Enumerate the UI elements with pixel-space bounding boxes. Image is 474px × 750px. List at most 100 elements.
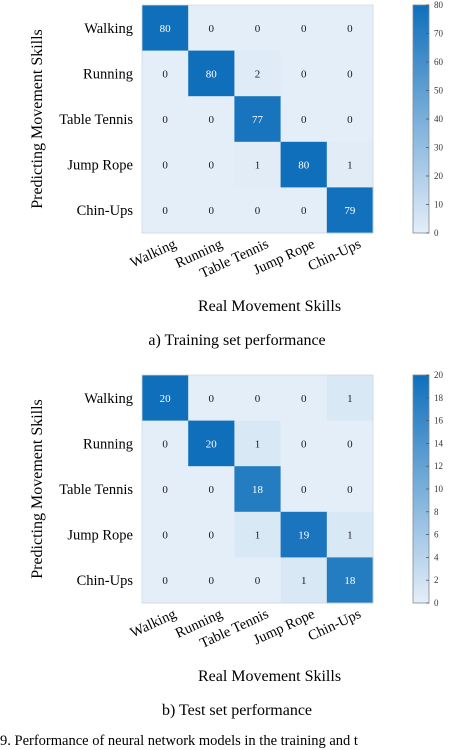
cell-value-label: 1 xyxy=(347,160,353,172)
colorbar-tick-label: 30 xyxy=(434,143,444,153)
cell-value-label: 0 xyxy=(347,68,353,80)
cell-value-label: 0 xyxy=(347,23,353,35)
cell-value-label: 0 xyxy=(255,575,261,587)
heatmap-cell xyxy=(326,420,374,467)
heatmap-cell xyxy=(142,50,189,97)
cell-value-label: 18 xyxy=(252,484,264,496)
heatmap-cell xyxy=(142,466,189,513)
heatmap-cell xyxy=(234,187,281,234)
heatmap-cell xyxy=(188,5,235,51)
heatmap-cell xyxy=(280,557,328,604)
heatmap-cell xyxy=(142,141,189,188)
x-tick-label: Walking xyxy=(128,606,179,641)
cell-value-label: 19 xyxy=(298,530,310,542)
cell-value-label: 0 xyxy=(162,160,168,172)
heatmap-cell xyxy=(234,420,281,467)
y-tick-label: Jump Rope xyxy=(67,528,133,544)
heatmap-cell xyxy=(234,375,281,421)
heatmap-cell xyxy=(280,466,328,513)
cell-value-label: 1 xyxy=(255,530,261,542)
x-tick-label: Walking xyxy=(128,236,179,271)
cell-value-label: 0 xyxy=(162,114,168,126)
cell-value-label: 0 xyxy=(301,68,307,80)
cell-value-label: 79 xyxy=(344,205,356,217)
y-axis-title: Predicting Movement Skills xyxy=(29,29,46,209)
y-tick-label: Running xyxy=(83,66,133,82)
colorbar-tick-label: 10 xyxy=(434,200,444,210)
cell-value-label: 2 xyxy=(255,68,261,80)
colorbar-tick-label: 40 xyxy=(434,114,444,124)
colorbar-tick-label: 2 xyxy=(434,575,439,585)
colorbar-tick-label: 12 xyxy=(434,461,443,471)
heatmap-cell xyxy=(188,420,235,467)
heatmap-cell xyxy=(142,375,189,421)
heatmap-cell xyxy=(326,50,374,97)
heatmap-cell xyxy=(142,5,189,51)
cell-value-label: 0 xyxy=(209,23,215,35)
cell-value-label: 0 xyxy=(209,114,215,126)
heatmap-cell xyxy=(142,511,189,558)
heatmap-cell xyxy=(234,96,281,143)
cell-value-label: 18 xyxy=(344,575,356,587)
cell-value-label: 0 xyxy=(209,484,215,496)
cell-value-label: 0 xyxy=(162,68,168,80)
colorbar-tick-label: 10 xyxy=(434,484,444,494)
heatmap-cell xyxy=(188,50,235,97)
colorbar-tick-label: 70 xyxy=(434,29,444,39)
heatmap-cell xyxy=(326,96,374,143)
x-tick-label: Chin-Ups xyxy=(306,606,364,644)
cell-value-label: 0 xyxy=(209,205,215,217)
heatmap-cell xyxy=(280,50,328,97)
cell-value-label: 0 xyxy=(162,484,168,496)
colorbar-tick-label: 8 xyxy=(434,507,439,517)
y-tick-label: Walking xyxy=(84,21,133,37)
y-tick-label: Chin-Ups xyxy=(77,203,134,219)
heatmap-cell xyxy=(326,466,374,513)
chart-a-caption: a) Training set performance xyxy=(148,332,326,349)
x-tick-label: Chin-Ups xyxy=(306,236,364,274)
x-axis-title: Real Movement Skills xyxy=(198,298,341,315)
cell-value-label: 0 xyxy=(209,530,215,542)
cell-value-label: 0 xyxy=(162,438,168,450)
cell-value-label: 77 xyxy=(252,114,264,126)
heatmap-cell xyxy=(188,141,235,188)
cell-value-label: 0 xyxy=(255,393,261,405)
test-confusion-matrix: 20 0 0 0 10 20 1 0 00 0 18 0 00 0 1 19 10 0 0 1 18WalkingRun… xyxy=(29,370,444,685)
colorbar-tick-label: 0 xyxy=(434,598,439,608)
heatmap-cell xyxy=(234,511,281,558)
plot-frame xyxy=(141,374,374,604)
cell-value-label: 1 xyxy=(301,575,307,587)
y-tick-label: Table Tennis xyxy=(59,482,133,498)
heatmap-cell xyxy=(234,5,281,51)
heatmap-cell xyxy=(280,141,328,188)
training-confusion-matrix: 80 0 0 0 00 80 2 0 00 0 77 0 00 0 1 80 10 0 0 0 79WalkingRun… xyxy=(29,0,444,315)
heatmap-cell xyxy=(142,187,189,234)
chart-b-caption: b) Test set performance xyxy=(161,702,313,719)
heatmap-cell xyxy=(188,375,235,421)
plot-frame xyxy=(141,4,374,234)
cell-value-label: 1 xyxy=(255,160,261,172)
cell-value-label: 0 xyxy=(301,23,307,35)
cell-value-label: 0 xyxy=(301,205,307,217)
heatmap-cell xyxy=(280,96,328,143)
cell-value-label: 0 xyxy=(209,393,215,405)
heatmap-cell xyxy=(326,375,374,421)
cell-value-label: 0 xyxy=(347,114,353,126)
cell-value-label: 0 xyxy=(301,393,307,405)
heatmap-cell xyxy=(280,375,328,421)
heatmap-cell xyxy=(326,141,374,188)
cell-value-label: 0 xyxy=(162,530,168,542)
cell-value-label: 80 xyxy=(298,160,310,172)
heatmap-cell xyxy=(280,187,328,234)
cell-value-label: 1 xyxy=(255,438,261,450)
heatmap-cell xyxy=(188,187,235,234)
colorbar-tick-label: 4 xyxy=(434,552,439,562)
cell-value-label: 0 xyxy=(162,575,168,587)
heatmap-cell xyxy=(188,511,235,558)
heatmap-cell xyxy=(188,557,235,604)
colorbar-tick-label: 50 xyxy=(434,86,444,96)
y-tick-label: Running xyxy=(83,436,133,452)
x-axis-title: Real Movement Skills xyxy=(198,668,341,685)
heatmap-cell xyxy=(326,5,374,51)
colorbar-tick-label: 16 xyxy=(434,416,444,426)
